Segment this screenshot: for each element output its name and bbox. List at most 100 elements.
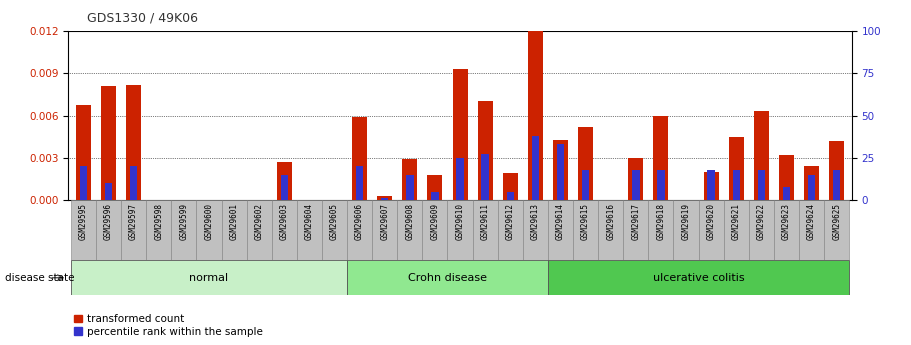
Bar (548, 260, 849, 295)
Text: GSM29624: GSM29624 (807, 203, 816, 240)
Bar (523, 200, 548, 260)
Bar (708, 170, 715, 200)
Bar (427, 176, 443, 200)
Bar (356, 166, 363, 200)
Bar (758, 170, 765, 200)
Bar (130, 166, 138, 200)
Text: GSM29601: GSM29601 (230, 203, 239, 240)
Legend: transformed count, percentile rank within the sample: transformed count, percentile rank withi… (74, 314, 263, 337)
Bar (347, 260, 548, 295)
Bar (649, 200, 673, 260)
Text: GSM29616: GSM29616 (606, 203, 615, 240)
Text: GSM29617: GSM29617 (631, 203, 640, 240)
Bar (824, 200, 849, 260)
Bar (553, 139, 568, 200)
Bar (477, 101, 493, 200)
Bar (71, 200, 96, 260)
Text: disease state: disease state (5, 273, 74, 283)
Text: GSM29606: GSM29606 (355, 203, 364, 240)
Text: GSM29595: GSM29595 (79, 203, 87, 240)
Text: Crohn disease: Crohn disease (408, 273, 487, 283)
Bar (221, 200, 247, 260)
Bar (808, 175, 815, 200)
Bar (754, 111, 769, 200)
Text: GSM29618: GSM29618 (657, 203, 665, 240)
Text: GSM29619: GSM29619 (681, 203, 691, 240)
Text: GSM29625: GSM29625 (833, 203, 841, 240)
Bar (71, 260, 347, 295)
Bar (532, 136, 539, 200)
Bar (503, 172, 517, 200)
Bar (497, 200, 523, 260)
Bar (481, 155, 489, 200)
Text: GSM29620: GSM29620 (707, 203, 716, 240)
Text: GSM29605: GSM29605 (330, 203, 339, 240)
Text: GSM29622: GSM29622 (757, 203, 766, 240)
Bar (101, 86, 116, 200)
Bar (197, 200, 221, 260)
Bar (799, 200, 824, 260)
Text: GSM29599: GSM29599 (179, 203, 189, 240)
Bar (779, 155, 794, 200)
Text: GSM29613: GSM29613 (531, 203, 540, 240)
Text: GSM29609: GSM29609 (430, 203, 439, 240)
Bar (79, 166, 87, 200)
Bar (783, 187, 790, 200)
Text: GSM29612: GSM29612 (506, 203, 515, 240)
Text: GDS1330 / 49K06: GDS1330 / 49K06 (87, 11, 198, 24)
Bar (297, 200, 322, 260)
Text: GSM29604: GSM29604 (305, 203, 314, 240)
Bar (406, 175, 414, 200)
Text: GSM29607: GSM29607 (380, 203, 389, 240)
Bar (473, 200, 497, 260)
Bar (271, 200, 297, 260)
Bar (146, 200, 171, 260)
Bar (322, 200, 347, 260)
Bar (557, 144, 564, 200)
Bar (653, 116, 669, 200)
Bar (121, 200, 146, 260)
Bar (673, 200, 699, 260)
Bar (247, 200, 271, 260)
Bar (397, 200, 423, 260)
Text: GSM29610: GSM29610 (456, 203, 465, 240)
Bar (548, 200, 573, 260)
Bar (804, 166, 819, 200)
Bar (352, 117, 367, 200)
Text: GSM29615: GSM29615 (581, 203, 590, 240)
Bar (105, 183, 112, 200)
Bar (829, 141, 844, 200)
Bar (657, 170, 665, 200)
Text: GSM29614: GSM29614 (556, 203, 565, 240)
Bar (623, 200, 649, 260)
Text: GSM29611: GSM29611 (481, 203, 490, 240)
Text: GSM29597: GSM29597 (129, 203, 138, 240)
Bar (527, 30, 543, 200)
Bar (629, 158, 643, 200)
Text: ulcerative colitis: ulcerative colitis (653, 273, 744, 283)
Bar (453, 69, 467, 200)
Bar (281, 175, 288, 200)
Text: GSM29603: GSM29603 (280, 203, 289, 240)
Bar (507, 192, 514, 200)
Bar (403, 159, 417, 200)
Bar (578, 127, 593, 200)
Bar (76, 105, 91, 200)
Bar (423, 200, 447, 260)
Text: GSM29598: GSM29598 (154, 203, 163, 240)
Text: GSM29621: GSM29621 (732, 203, 741, 240)
Bar (599, 200, 623, 260)
Bar (347, 200, 373, 260)
Bar (96, 200, 121, 260)
Text: GSM29623: GSM29623 (782, 203, 791, 240)
Text: GSM29608: GSM29608 (405, 203, 415, 240)
Text: GSM29596: GSM29596 (104, 203, 113, 240)
Bar (171, 200, 197, 260)
Bar (573, 200, 599, 260)
Bar (277, 162, 292, 200)
Bar (377, 196, 393, 200)
Bar (431, 192, 439, 200)
Bar (582, 170, 589, 200)
Bar (732, 170, 740, 200)
Bar (723, 200, 749, 260)
